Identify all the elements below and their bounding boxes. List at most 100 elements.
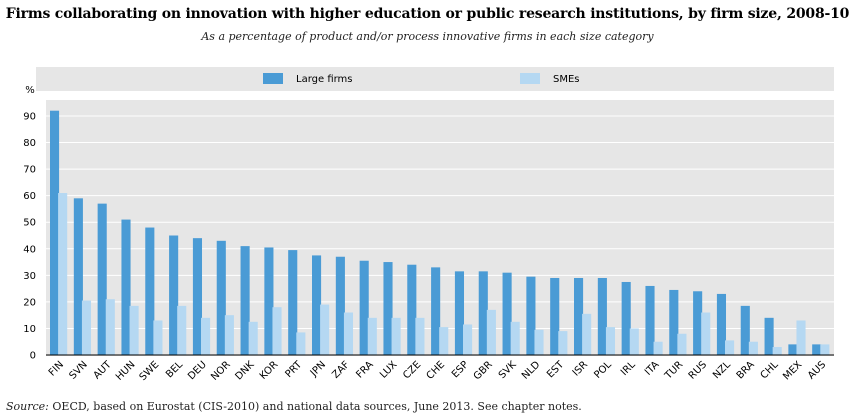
x-tick-label: DEU	[186, 359, 209, 382]
chart-subtitle: As a percentage of product and/or proces…	[201, 30, 654, 43]
bar-large-bel	[169, 235, 179, 355]
bar-sme-dnk	[248, 321, 258, 355]
bar-sme-svk	[510, 321, 520, 355]
bar-large-pol	[597, 277, 607, 355]
y-tick-label: 50	[23, 218, 36, 229]
bar-sme-chl	[772, 347, 782, 355]
legend-swatch	[520, 73, 540, 84]
bar-large-est	[550, 277, 560, 355]
x-axis: FIN SVN AUT HUN SWE BEL DEU NOR DNK KOR PRT JPN ZAF F…	[46, 354, 834, 383]
bar-large-nzl	[716, 293, 727, 355]
x-tick-label: DNK	[233, 359, 256, 382]
bar-sme-fin	[58, 193, 68, 355]
bar-sme-prt	[296, 332, 306, 355]
x-tick-label: SVK	[497, 359, 519, 381]
x-tick-label: KOR	[258, 359, 281, 382]
bar-large-hun	[121, 219, 131, 355]
bar-large-zaf	[335, 256, 345, 355]
bar-sme-jpn	[320, 304, 330, 355]
bar-sme-deu	[201, 317, 211, 355]
bar-large-aut	[97, 203, 107, 355]
bar-sme-zaf	[343, 312, 354, 355]
bar-chart: 0 10 20 30 40 50 60 70 80 90 FIN SVN AUT HUN SWE BEL DE…	[23, 67, 834, 383]
x-tick-label: JPN	[308, 359, 328, 379]
y-axis: 0 10 20 30 40 50 60 70 80 90	[23, 112, 36, 362]
y-tick-label: 60	[23, 191, 36, 202]
bar-large-svn	[73, 198, 83, 355]
legend: Large firms SMEs	[263, 73, 580, 85]
bar-large-fin	[50, 110, 60, 355]
x-tick-label: FRA	[354, 359, 375, 380]
x-tick-label: NOR	[209, 359, 233, 383]
y-axis-label: %	[25, 85, 35, 96]
x-tick-label: CHL	[759, 359, 781, 381]
bar-sme-kor	[272, 307, 282, 355]
bar-large-prt	[288, 250, 298, 355]
bar-large-fra	[359, 260, 369, 355]
x-tick-label: NZL	[711, 359, 733, 381]
bar-sme-pol	[605, 327, 616, 355]
x-tick-label: GBR	[472, 359, 495, 382]
y-tick-label: 40	[23, 244, 36, 255]
y-tick-label: 10	[23, 324, 36, 335]
legend-swatch	[263, 73, 283, 84]
bar-large-irl	[621, 281, 631, 355]
bar-large-rus	[693, 291, 703, 355]
bar-sme-bel	[177, 305, 187, 355]
x-tick-label: AUT	[92, 359, 115, 382]
bar-large-isr	[574, 277, 584, 355]
y-tick-label: 80	[23, 138, 36, 149]
y-tick-label: 20	[23, 297, 36, 308]
bar-large-tur	[669, 289, 679, 355]
x-tick-label: BRA	[735, 359, 757, 381]
bar-large-chl	[764, 317, 774, 355]
x-tick-label: LUX	[378, 359, 399, 380]
bar-large-gbr	[478, 271, 488, 355]
x-tick-label: PRT	[283, 359, 304, 380]
legend-band	[36, 67, 834, 91]
bar-sme-nzl	[725, 340, 735, 355]
x-tick-label: IRL	[619, 359, 638, 378]
x-tick-label: AUS	[806, 359, 828, 381]
x-tick-label: POL	[592, 359, 614, 381]
bar-sme-che	[439, 327, 449, 355]
bar-large-swe	[145, 227, 155, 355]
x-tick-label: MEX	[781, 359, 804, 382]
bar-sme-nld	[534, 329, 544, 355]
chart-title: Firms collaborating on innovation with h…	[5, 6, 850, 22]
x-tick-label: ITA	[643, 359, 662, 378]
x-tick-label: ESP	[450, 359, 471, 380]
bar-sme-swe	[153, 320, 163, 355]
y-tick-label: 30	[23, 271, 36, 282]
x-tick-label: SVN	[67, 359, 89, 381]
bar-large-deu	[192, 238, 203, 355]
bar-large-kor	[264, 247, 274, 355]
bars	[50, 110, 830, 355]
bar-large-svk	[502, 272, 512, 355]
bar-large-jpn	[312, 255, 322, 355]
bar-large-aus	[812, 344, 822, 355]
bar-large-nld	[526, 276, 536, 355]
x-tick-label: NLD	[520, 359, 543, 382]
source-text: OECD, based on Eurostat (CIS-2010) and n…	[52, 400, 582, 413]
bar-sme-rus	[701, 312, 711, 355]
bar-sme-mex	[796, 320, 806, 355]
x-tick-label: EST	[545, 359, 567, 381]
x-tick-label: FIN	[47, 359, 66, 378]
x-tick-label: BEL	[164, 359, 185, 380]
bar-large-nor	[216, 240, 226, 355]
x-tick-label: CHE	[425, 359, 448, 382]
x-tick-label: TUR	[662, 359, 685, 382]
bar-sme-tur	[677, 333, 687, 355]
bar-sme-lux	[391, 317, 401, 355]
bar-large-esp	[454, 271, 465, 355]
bar-sme-aut	[105, 299, 115, 355]
bar-large-cze	[407, 264, 417, 355]
bar-sme-hun	[129, 305, 139, 355]
bar-sme-isr	[582, 313, 592, 355]
bar-sme-bra	[748, 341, 758, 355]
bar-sme-nor	[224, 315, 234, 355]
y-tick-label: 70	[23, 165, 36, 176]
bar-sme-cze	[415, 317, 425, 355]
x-tick-label: RUS	[687, 359, 709, 381]
